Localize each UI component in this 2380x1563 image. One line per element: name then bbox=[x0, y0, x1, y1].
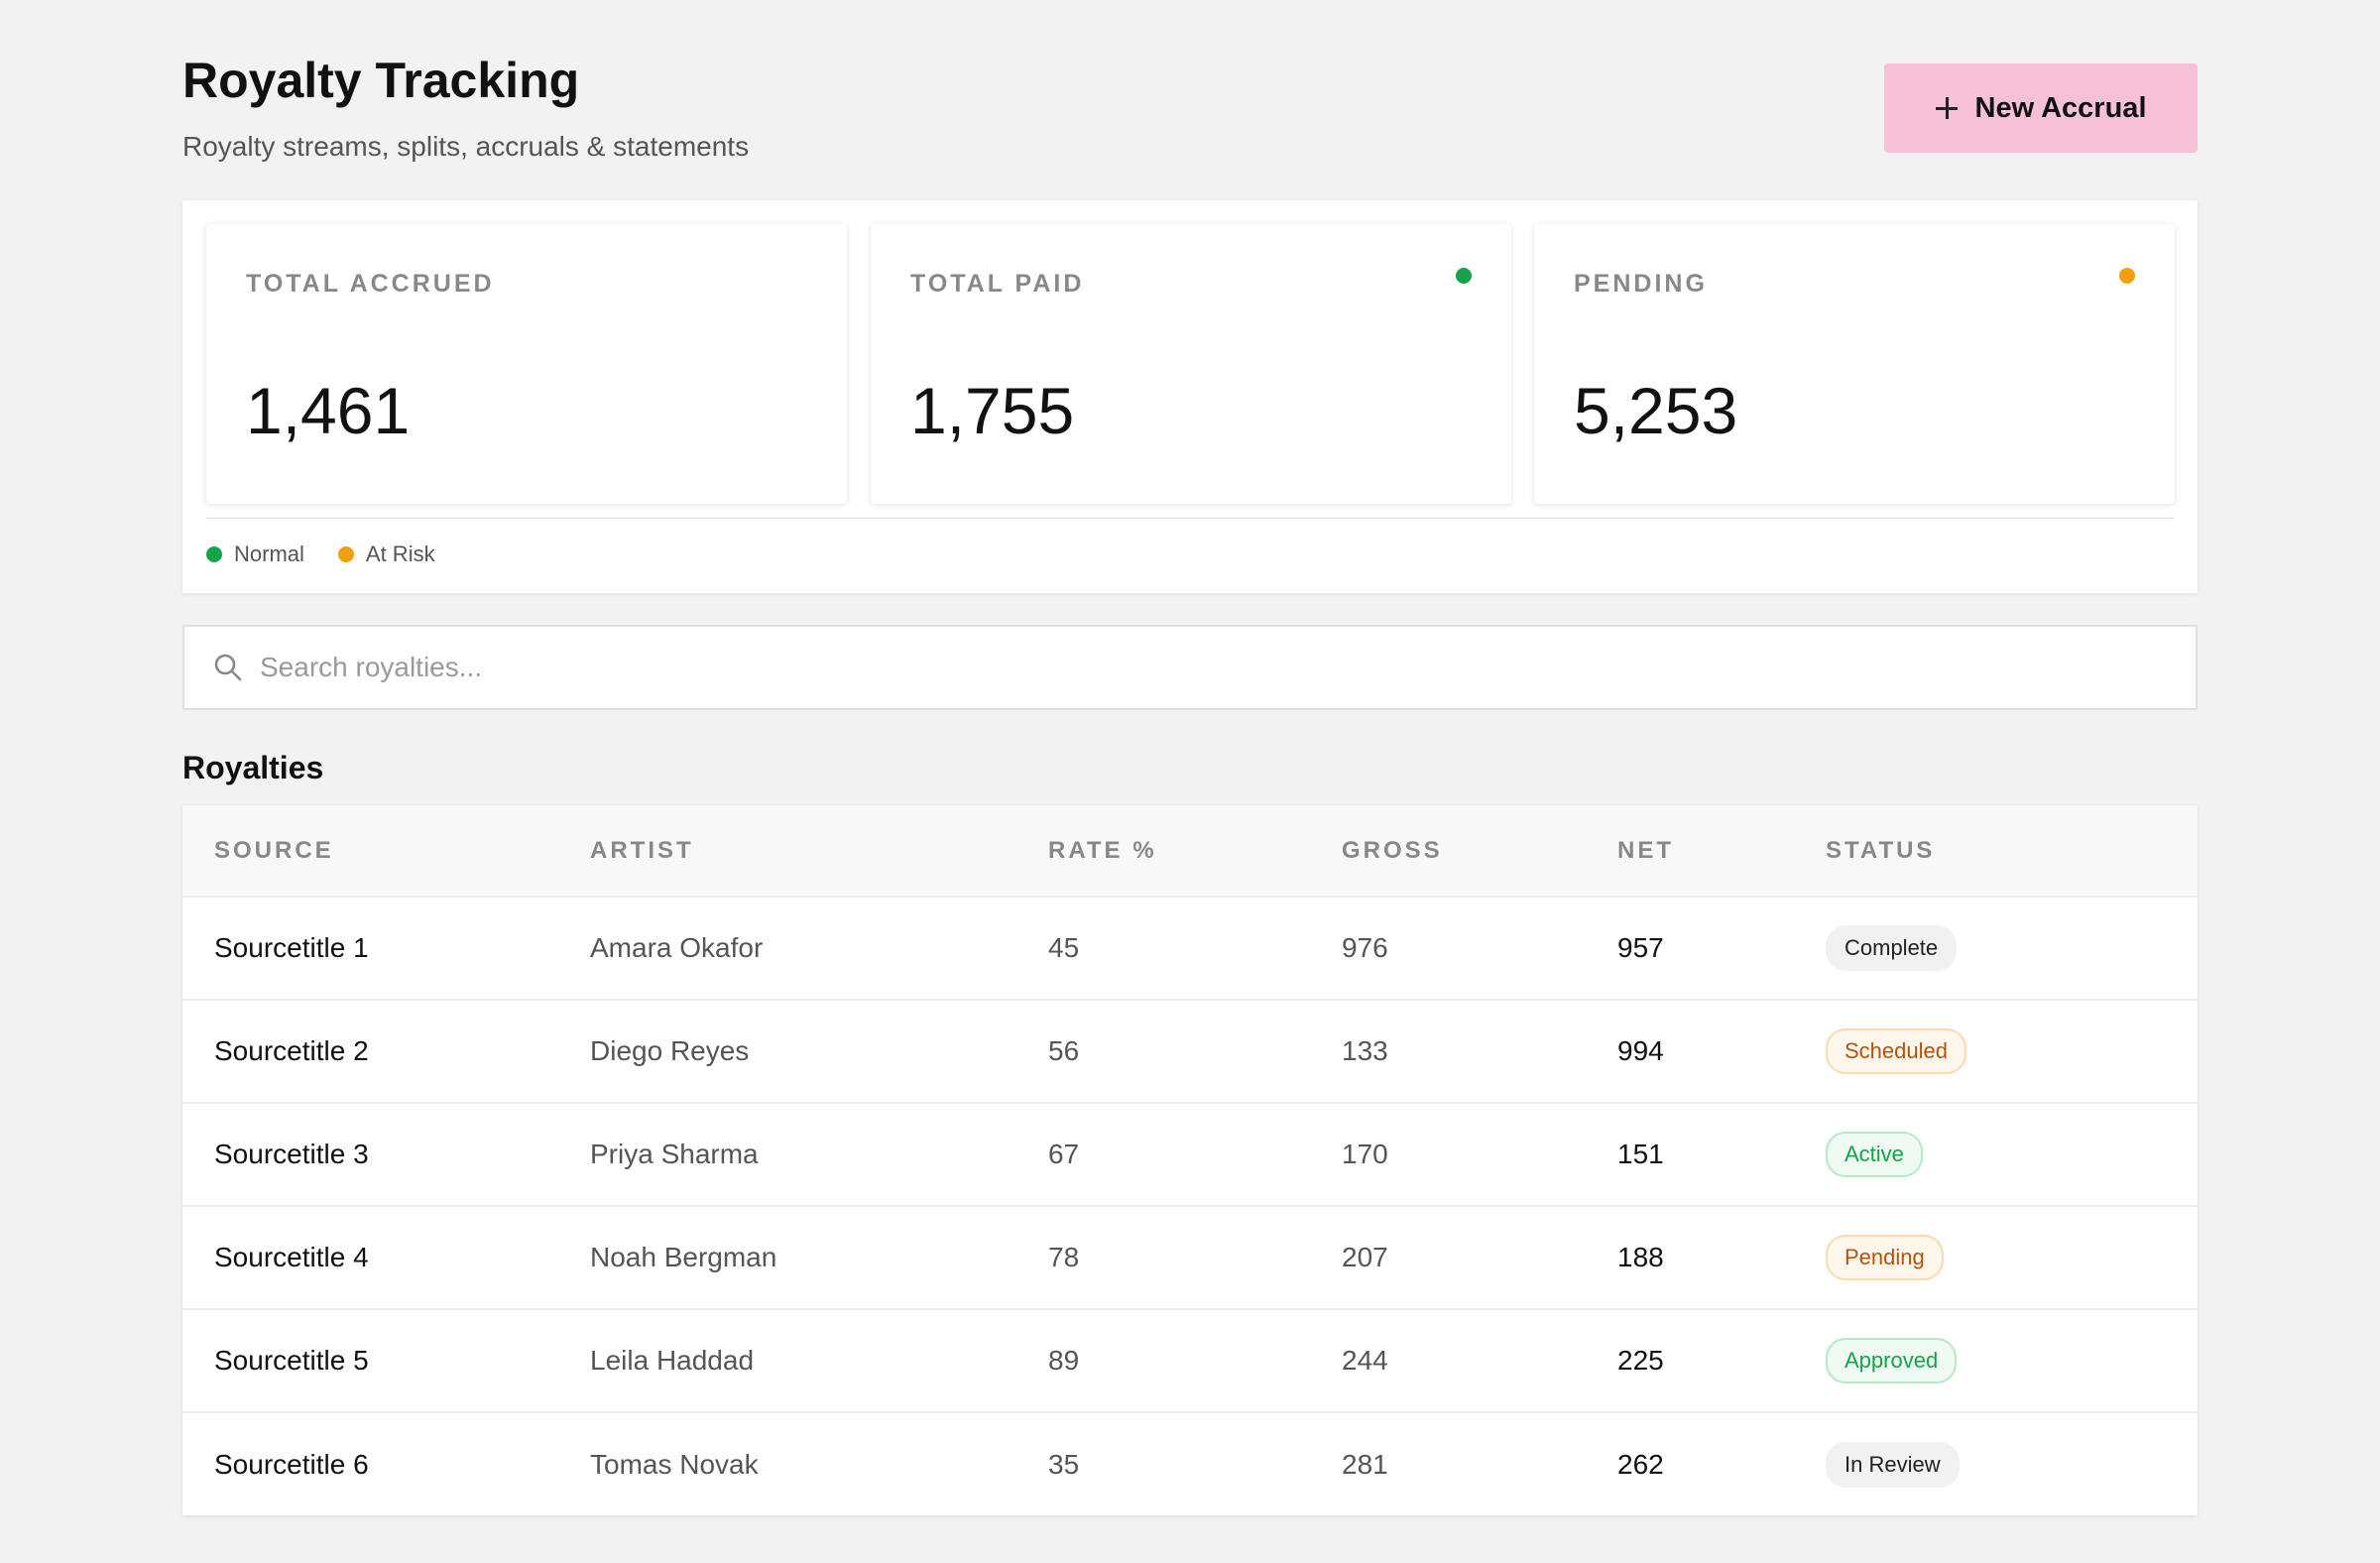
legend-dot bbox=[206, 546, 222, 562]
new-accrual-label: New Accrual bbox=[1974, 91, 2147, 124]
new-accrual-button[interactable]: New Accrual bbox=[1884, 63, 2198, 153]
table-row[interactable]: Sourcetitle 1 Amara Okafor 45 976 957 Co… bbox=[182, 897, 2198, 1000]
section-title: Royalties bbox=[182, 750, 324, 785]
plus-icon bbox=[1935, 97, 1958, 119]
stat-value: 1,461 bbox=[246, 374, 411, 447]
table-row[interactable]: Sourcetitle 4 Noah Bergman 78 207 188 Pe… bbox=[182, 1206, 2198, 1309]
column-header-rate[interactable]: RATE % bbox=[1048, 836, 1157, 864]
legend: Normal At Risk bbox=[206, 541, 435, 567]
stat-value: 1,755 bbox=[910, 374, 1075, 447]
legend-label: Normal bbox=[234, 541, 304, 566]
stat-card-pending: PENDING 5,253 bbox=[1534, 224, 2175, 504]
cell-status: In Review bbox=[1826, 1412, 2198, 1515]
page-title: Royalty Tracking bbox=[182, 53, 580, 108]
cell-status: Active bbox=[1826, 1103, 2198, 1206]
table-header-row: SOURCE ARTIST RATE % GROSS NET STATUS bbox=[182, 805, 2198, 897]
cell-artist: Amara Okafor bbox=[590, 932, 764, 963]
status-badge: Active bbox=[1826, 1132, 1923, 1177]
cell-gross: 133 bbox=[1342, 1035, 1388, 1066]
royalties-table: SOURCE ARTIST RATE % GROSS NET STATUS So… bbox=[182, 805, 2198, 1515]
search-box[interactable] bbox=[182, 625, 2198, 710]
cell-rate: 35 bbox=[1048, 1448, 1080, 1480]
cell-rate: 67 bbox=[1048, 1139, 1080, 1169]
cell-net: 151 bbox=[1617, 1139, 1664, 1169]
stats-panel: TOTAL ACCRUED 1,461 TOTAL PAID 1,755 PEN… bbox=[182, 200, 2198, 593]
stat-card-total-accrued: TOTAL ACCRUED 1,461 bbox=[206, 224, 847, 504]
cell-source: Sourcetitle 1 bbox=[214, 932, 369, 963]
cell-artist: Diego Reyes bbox=[590, 1035, 750, 1066]
cell-artist: Tomas Novak bbox=[590, 1448, 759, 1480]
column-header-artist[interactable]: ARTIST bbox=[590, 836, 694, 864]
cell-gross: 976 bbox=[1342, 932, 1388, 963]
page-header: Royalty Tracking Royalty streams, splits… bbox=[182, 0, 2198, 198]
table-row[interactable]: Sourcetitle 5 Leila Haddad 89 244 225 Ap… bbox=[182, 1309, 2198, 1412]
stat-label: TOTAL ACCRUED bbox=[246, 270, 495, 298]
legend-label: At Risk bbox=[365, 541, 435, 566]
cell-net: 262 bbox=[1617, 1448, 1664, 1480]
column-header-gross[interactable]: GROSS bbox=[1342, 836, 1443, 864]
cell-rate: 45 bbox=[1048, 932, 1080, 963]
cell-net: 188 bbox=[1617, 1242, 1664, 1272]
page: Royalty Tracking Royalty streams, splits… bbox=[182, 0, 2198, 1515]
legend-item-at-risk: At Risk bbox=[337, 541, 435, 567]
cell-status: Scheduled bbox=[1826, 1000, 2198, 1103]
cell-source: Sourcetitle 6 bbox=[214, 1448, 369, 1480]
status-dot bbox=[1456, 268, 1472, 284]
legend-dot bbox=[337, 546, 354, 562]
cell-gross: 170 bbox=[1342, 1139, 1388, 1169]
cell-gross: 207 bbox=[1342, 1242, 1388, 1272]
cell-status: Approved bbox=[1826, 1309, 2198, 1412]
cell-net: 225 bbox=[1617, 1345, 1664, 1376]
status-dot bbox=[2119, 268, 2135, 284]
cell-artist: Noah Bergman bbox=[590, 1242, 777, 1272]
status-badge: Scheduled bbox=[1826, 1028, 1966, 1074]
cell-source: Sourcetitle 3 bbox=[214, 1139, 369, 1169]
cell-source: Sourcetitle 5 bbox=[214, 1345, 369, 1376]
column-header-status[interactable]: STATUS bbox=[1826, 836, 1936, 864]
cell-rate: 78 bbox=[1048, 1242, 1080, 1272]
search-input[interactable] bbox=[260, 638, 2144, 697]
status-badge: In Review bbox=[1826, 1441, 1960, 1488]
cell-gross: 244 bbox=[1342, 1345, 1388, 1376]
cell-status: Complete bbox=[1826, 897, 2198, 1000]
cell-net: 957 bbox=[1617, 932, 1664, 963]
column-header-source[interactable]: SOURCE bbox=[214, 836, 334, 864]
cell-artist: Leila Haddad bbox=[590, 1345, 755, 1376]
cell-net: 994 bbox=[1617, 1035, 1664, 1066]
stat-label: TOTAL PAID bbox=[910, 270, 1085, 298]
cell-status: Pending bbox=[1826, 1206, 2198, 1309]
cell-gross: 281 bbox=[1342, 1448, 1388, 1480]
cell-source: Sourcetitle 2 bbox=[214, 1035, 369, 1066]
stat-value: 5,253 bbox=[1574, 374, 1738, 447]
page-subtitle: Royalty streams, splits, accruals & stat… bbox=[182, 131, 750, 162]
search-icon bbox=[208, 648, 248, 687]
stat-label: PENDING bbox=[1574, 270, 1708, 298]
cell-rate: 89 bbox=[1048, 1345, 1080, 1376]
table-row[interactable]: Sourcetitle 2 Diego Reyes 56 133 994 Sch… bbox=[182, 1000, 2198, 1103]
cell-rate: 56 bbox=[1048, 1035, 1080, 1066]
table-row[interactable]: Sourcetitle 3 Priya Sharma 67 170 151 Ac… bbox=[182, 1103, 2198, 1206]
status-badge: Complete bbox=[1826, 925, 1958, 971]
legend-item-normal: Normal bbox=[206, 541, 304, 567]
divider bbox=[206, 518, 2174, 519]
column-header-net[interactable]: NET bbox=[1617, 836, 1674, 864]
cell-source: Sourcetitle 4 bbox=[214, 1242, 369, 1272]
status-badge: Approved bbox=[1826, 1338, 1958, 1383]
cell-artist: Priya Sharma bbox=[590, 1139, 759, 1169]
table-row[interactable]: Sourcetitle 6 Tomas Novak 35 281 262 In … bbox=[182, 1412, 2198, 1515]
stat-card-total-paid: TOTAL PAID 1,755 bbox=[871, 224, 1511, 504]
status-badge: Pending bbox=[1826, 1235, 1944, 1280]
